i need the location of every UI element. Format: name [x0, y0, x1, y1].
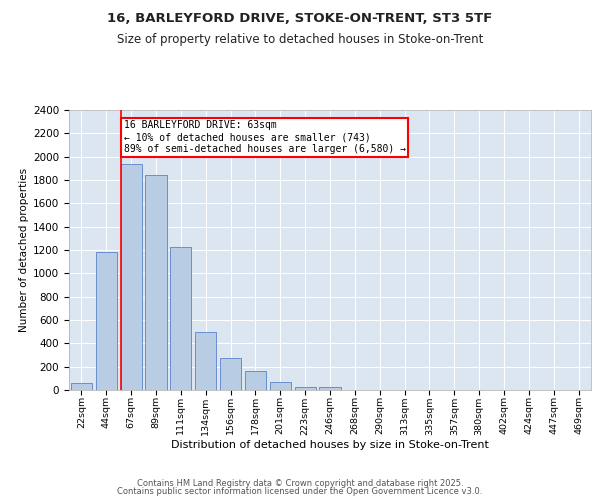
Text: Size of property relative to detached houses in Stoke-on-Trent: Size of property relative to detached ho…	[117, 32, 483, 46]
Bar	[71, 383, 92, 390]
Bar	[96, 252, 117, 390]
Bar	[319, 386, 341, 390]
Y-axis label: Number of detached properties: Number of detached properties	[19, 168, 29, 332]
Text: Contains HM Land Registry data © Crown copyright and database right 2025.: Contains HM Land Registry data © Crown c…	[137, 478, 463, 488]
Bar	[220, 358, 241, 390]
Bar	[245, 371, 266, 390]
Bar	[170, 246, 191, 390]
Text: 16 BARLEYFORD DRIVE: 63sqm
← 10% of detached houses are smaller (743)
89% of sem: 16 BARLEYFORD DRIVE: 63sqm ← 10% of deta…	[124, 120, 406, 154]
Bar	[121, 164, 142, 390]
Text: 16, BARLEYFORD DRIVE, STOKE-ON-TRENT, ST3 5TF: 16, BARLEYFORD DRIVE, STOKE-ON-TRENT, ST…	[107, 12, 493, 26]
Bar	[270, 382, 291, 390]
X-axis label: Distribution of detached houses by size in Stoke-on-Trent: Distribution of detached houses by size …	[171, 440, 489, 450]
Bar	[195, 332, 216, 390]
Bar	[295, 386, 316, 390]
Text: Contains public sector information licensed under the Open Government Licence v3: Contains public sector information licen…	[118, 487, 482, 496]
Bar	[145, 176, 167, 390]
